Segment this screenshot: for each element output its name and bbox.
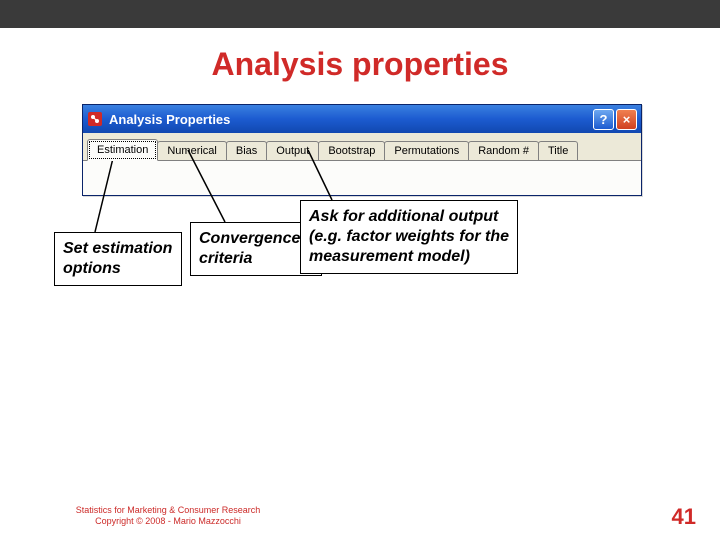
tab-title[interactable]: Title [538, 141, 578, 160]
tab-strip: Estimation Numerical Bias Output Bootstr… [83, 133, 641, 161]
footer-line-2: Copyright © 2008 - Mario Mazzocchi [38, 516, 298, 528]
footer-line-1: Statistics for Marketing & Consumer Rese… [38, 505, 298, 517]
tab-bootstrap[interactable]: Bootstrap [318, 141, 385, 160]
app-icon [87, 111, 103, 127]
callout-set-estimation: Set estimation options [54, 232, 182, 286]
help-button[interactable]: ? [593, 109, 614, 130]
page-number: 41 [672, 504, 696, 530]
dialog-title: Analysis Properties [109, 112, 230, 127]
footer-credit: Statistics for Marketing & Consumer Rese… [38, 505, 298, 528]
tab-random[interactable]: Random # [468, 141, 539, 160]
analysis-properties-dialog: Analysis Properties ? × Estimation Numer… [82, 104, 642, 196]
tab-permutations[interactable]: Permutations [384, 141, 469, 160]
close-button[interactable]: × [616, 109, 637, 130]
tab-bias[interactable]: Bias [226, 141, 267, 160]
top-bar [0, 0, 720, 28]
tab-panel [83, 161, 641, 195]
dialog-titlebar[interactable]: Analysis Properties ? × [83, 105, 641, 133]
slide-title: Analysis properties [0, 46, 720, 83]
tab-output[interactable]: Output [266, 141, 319, 160]
tab-estimation[interactable]: Estimation [87, 139, 158, 161]
tab-numerical[interactable]: Numerical [157, 141, 227, 160]
callout-additional-output: Ask for additional output (e.g. factor w… [300, 200, 518, 274]
